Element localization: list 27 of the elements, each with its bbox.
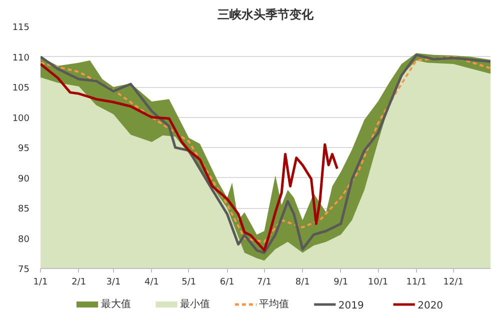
y-tick-label: 80 (18, 234, 30, 245)
legend-label: 最小值 (180, 298, 210, 310)
x-tick-label: 6/1 (220, 278, 234, 288)
y-tick-label: 110 (12, 53, 30, 64)
chart-title: 三峡水头季节变化 (218, 8, 314, 22)
x-tick-label: 7/1 (257, 278, 272, 288)
legend-label: 平均值 (259, 298, 290, 310)
y-tick-label: 100 (12, 114, 30, 124)
legend-label: 最大值 (100, 298, 131, 310)
x-tick-label: 11/1 (406, 278, 426, 288)
x-tick-label: 2/1 (72, 278, 86, 288)
x-tick-label: 4/1 (144, 278, 160, 288)
x-tick-label: 3/1 (106, 278, 121, 288)
x-tick-label: 1/1 (33, 278, 48, 288)
legend-label: 2020 (418, 300, 444, 312)
y-tick-label: 95 (18, 144, 30, 154)
y-tick-label: 115 (12, 23, 30, 33)
legend-label: 2019 (338, 300, 364, 312)
y-tick-label: 75 (18, 265, 30, 275)
x-tick-label: 5/1 (182, 278, 196, 288)
y-tick-label: 105 (12, 84, 30, 94)
x-tick-label: 8/1 (295, 278, 310, 288)
y-tick-label: 85 (18, 204, 30, 214)
x-tick-label: 12/1 (443, 278, 464, 288)
y-tick-label: 90 (18, 174, 30, 184)
x-tick-label: 9/1 (334, 278, 348, 288)
x-tick-label: 10/1 (368, 278, 388, 288)
